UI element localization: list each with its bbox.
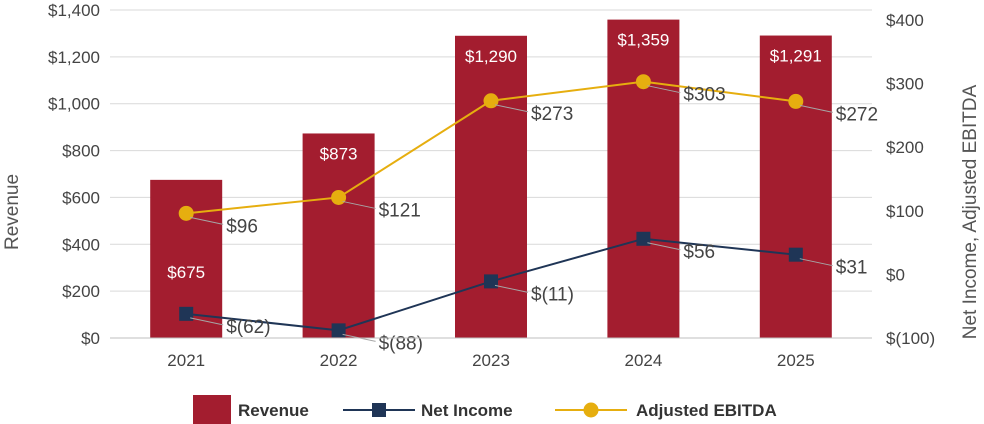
x-tick-label: 2022 [320, 351, 358, 370]
net-income-data-label: $56 [683, 242, 715, 263]
y2-tick-label: $100 [886, 202, 924, 221]
y-tick-label: $800 [62, 142, 100, 161]
revenue-data-label: $675 [167, 263, 205, 282]
net-income-data-label: $(88) [379, 333, 423, 354]
adjusted-ebitda-leader-line [342, 200, 376, 209]
y2-axis-title: Net Income, Adjusted EBITDA [960, 84, 981, 339]
y-tick-label: $1,200 [48, 48, 100, 67]
adjusted-ebitda-marker [178, 205, 194, 221]
adjusted-ebitda-marker [635, 74, 651, 90]
revenue-bar [607, 19, 680, 339]
adjusted-ebitda-marker [331, 189, 347, 205]
data-labels: $675 $873 $1,290 $1,359 $1,291 $(62) $(88) $(11… [167, 31, 878, 355]
y-tick-label: $200 [62, 282, 100, 301]
revenue-data-label: $873 [320, 144, 358, 163]
net-income-data-label: $(62) [226, 317, 270, 338]
legend-net-income-marker [372, 403, 386, 417]
x-tick-label: 2023 [472, 351, 510, 370]
adjusted-ebitda-data-label: $303 [683, 85, 725, 106]
axes: $0 $200 $400 $600 $800 $1,000 $1,200 $1,400 $(10… [48, 1, 935, 370]
y2-tick-label: $200 [886, 138, 924, 157]
net-income-marker [484, 274, 498, 289]
adjusted-ebitda-leader-line [190, 216, 224, 225]
y2-tick-label: $0 [886, 265, 905, 284]
y-tick-label: $400 [62, 235, 100, 254]
y-tick-label: $1,400 [48, 1, 100, 20]
adjusted-ebitda-data-label: $96 [226, 216, 258, 237]
adjusted-ebitda-marker [483, 93, 499, 109]
adjusted-ebitda-leader-line [494, 104, 529, 113]
net-income-leader-line [494, 284, 529, 293]
adjusted-ebitda-leader-line [647, 85, 681, 94]
adjusted-ebitda-marker [788, 93, 804, 109]
net-income-data-label: $(11) [531, 284, 574, 305]
legend-adjusted-ebitda-label: Adjusted EBITDA [636, 401, 777, 420]
legend-net-income-label: Net Income [421, 401, 513, 420]
legend: Revenue Net Income Adjusted EBITDA [193, 395, 777, 424]
net-income-leader-line [647, 242, 681, 251]
revenue-data-label: $1,290 [465, 47, 517, 66]
net-income-marker [788, 247, 803, 262]
x-tick-label: 2021 [167, 351, 205, 370]
revenue-bar [759, 35, 832, 339]
net-income-data-label: $31 [836, 258, 868, 279]
line-series [178, 74, 804, 338]
legend-revenue-swatch [193, 395, 231, 424]
y-tick-label: $0 [81, 329, 100, 348]
revenue-bar [455, 35, 527, 339]
net-income-leader-line [190, 317, 224, 326]
revenue-data-label: $1,359 [617, 31, 669, 50]
x-tick-label: 2025 [777, 351, 815, 370]
revenue-data-label: $1,291 [770, 47, 822, 66]
y2-tick-label: $400 [886, 11, 924, 30]
y2-tick-label: $(100) [886, 329, 935, 348]
y2-tick-label: $300 [886, 75, 924, 94]
y-tick-label: $600 [62, 188, 100, 207]
adjusted-ebitda-leader-line [799, 104, 833, 113]
revenue-bars [150, 19, 832, 339]
adjusted-ebitda-data-label: $121 [379, 200, 421, 221]
adjusted-ebitda-data-label: $272 [836, 104, 878, 125]
adjusted-ebitda-data-label: $273 [531, 104, 573, 125]
net-income-marker [179, 306, 194, 321]
net-income-marker [636, 231, 651, 246]
revenue-bar [302, 133, 375, 338]
net-income-leader-line [799, 258, 833, 267]
x-tick-label: 2024 [624, 351, 662, 370]
legend-adjusted-ebitda-marker [583, 402, 599, 418]
legend-revenue-label: Revenue [238, 401, 309, 420]
net-income-marker [331, 323, 346, 338]
y-tick-label: $1,000 [48, 95, 100, 114]
y-axis-title: Revenue [2, 174, 23, 250]
